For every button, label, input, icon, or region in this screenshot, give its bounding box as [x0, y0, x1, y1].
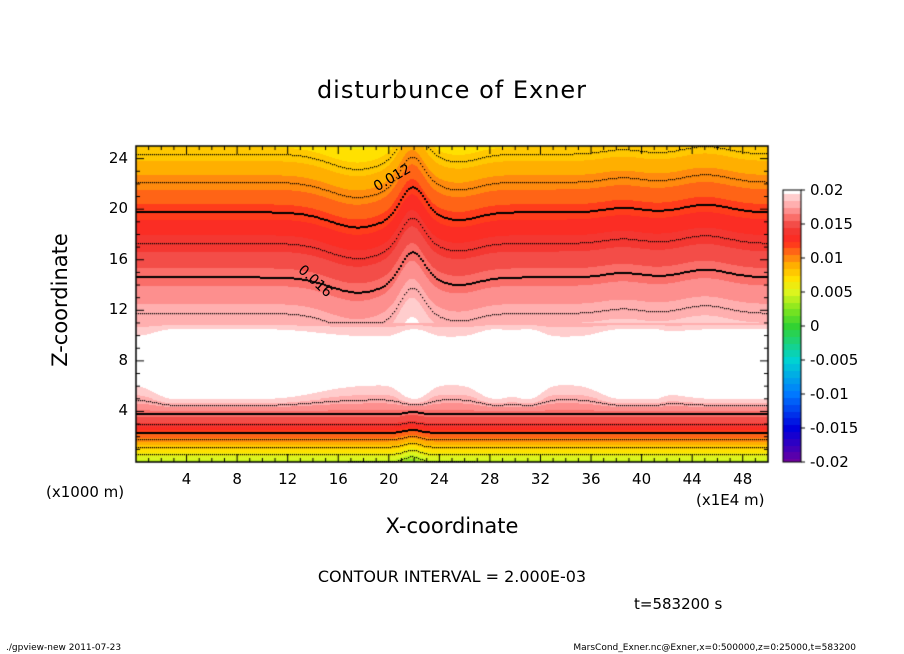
- x-tick-label: 8: [232, 470, 242, 488]
- x-tick-label: 12: [278, 470, 298, 488]
- y-tick-label: 8: [118, 350, 128, 369]
- x-tick-label: 28: [480, 470, 500, 488]
- y-tick-label: 20: [108, 199, 128, 218]
- colorbar-label: 0.005: [810, 283, 853, 301]
- colorbar-label: -0.005: [810, 351, 859, 369]
- x-tick-label: 44: [682, 470, 702, 488]
- y-axis-label: Z-coordinate: [48, 233, 72, 367]
- contour-interval-text: CONTOUR INTERVAL = 2.000E-03: [317, 567, 587, 586]
- colorbar-label: 0.02: [810, 181, 844, 199]
- x-tick-label: 20: [379, 470, 399, 488]
- y-tick-label: 12: [108, 300, 128, 319]
- chart-title: disturbunce of Exner: [316, 76, 588, 104]
- x-tick-label: 36: [581, 470, 601, 488]
- x-axis-unit: (x1E4 m): [696, 491, 765, 509]
- y-tick-label: 24: [108, 148, 128, 167]
- colorbar-label: 0.01: [810, 249, 844, 267]
- x-axis-label: X-coordinate: [385, 514, 519, 538]
- colorbar-label: -0.02: [810, 453, 849, 471]
- x-tick-label: 24: [429, 470, 449, 488]
- colorbar-label: 0: [810, 317, 820, 335]
- colorbar-label: -0.01: [810, 385, 849, 403]
- x-tick-label: 32: [530, 470, 551, 488]
- time-stamp: t=583200 s: [634, 595, 723, 613]
- colorbar-label: 0.015: [810, 215, 853, 233]
- footer-left: ./gpview-new 2011-07-23: [6, 643, 122, 653]
- colorbar-label: -0.015: [810, 419, 859, 437]
- footer-right: MarsCond_Exner.nc@Exner,x=0:500000,z=0:2…: [573, 643, 856, 653]
- y-tick-label: 16: [108, 249, 128, 268]
- x-tick-label: 16: [328, 470, 348, 488]
- y-axis-unit: (x1000 m): [46, 483, 125, 501]
- y-tick-label: 4: [118, 401, 128, 420]
- x-tick-label: 4: [181, 470, 192, 488]
- x-tick-label: 48: [733, 470, 753, 488]
- x-tick-label: 40: [632, 470, 652, 488]
